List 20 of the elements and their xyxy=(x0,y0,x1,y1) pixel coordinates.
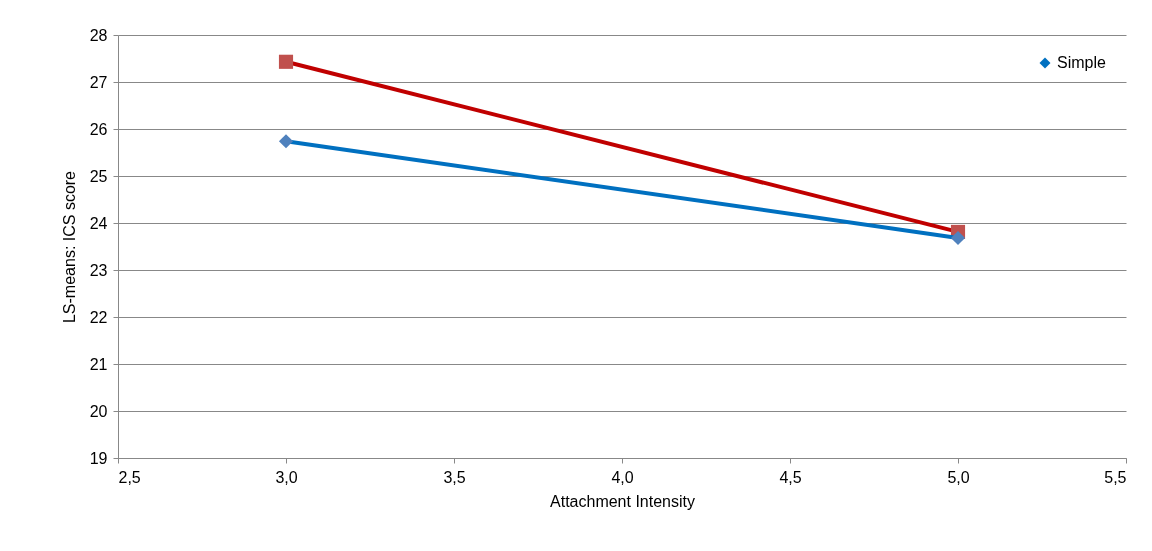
y-tick-label: 20 xyxy=(89,402,108,420)
x-axis-title: Attachment Intensity xyxy=(550,492,695,510)
legend-label: Simple xyxy=(1057,54,1107,71)
y-axis-title: LS-means: ICS score xyxy=(60,170,78,324)
x-tick-label: 5,0 xyxy=(947,468,970,486)
y-tick-label: 24 xyxy=(89,214,108,232)
x-tick-label: 3,0 xyxy=(275,468,298,486)
y-tick-label: 26 xyxy=(89,120,108,138)
x-tick-label: 4,0 xyxy=(611,468,634,486)
x-tick-label: 4,5 xyxy=(779,468,802,486)
y-tick-label: 23 xyxy=(89,261,108,279)
y-tick-label: 25 xyxy=(89,167,108,185)
y-tick-label: 28 xyxy=(89,26,108,44)
y-tick-label: 22 xyxy=(89,308,108,326)
x-tick-label: 2,5 xyxy=(118,468,141,486)
y-tick-label: 27 xyxy=(89,73,108,91)
x-tick-label: 3,5 xyxy=(443,468,466,486)
y-tick-label: 21 xyxy=(89,355,108,373)
x-tick-label: 5,5 xyxy=(1104,468,1127,486)
y-tick-label: 19 xyxy=(89,449,108,467)
